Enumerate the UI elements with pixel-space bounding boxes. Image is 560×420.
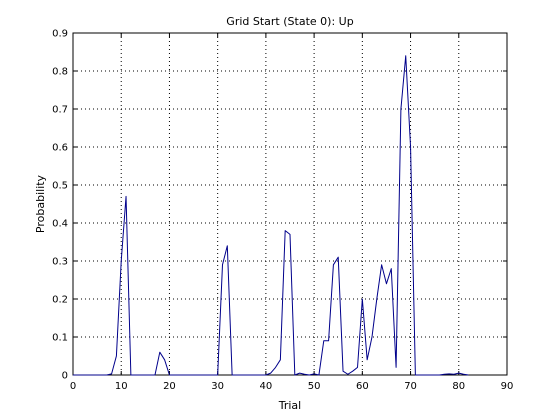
x-tick-label: 30: [211, 381, 224, 392]
y-tick-labels: 0 0.1 0.2 0.3 0.4 0.5 0.6 0.7 0.8 0.9: [52, 29, 68, 382]
y-tick-label: 0.6: [52, 143, 68, 154]
y-tick-label: 0.2: [52, 295, 68, 306]
x-tick-label: 0: [70, 381, 76, 392]
tick-marks: [72, 32, 508, 376]
series-layer: [73, 55, 469, 376]
x-tick-label: 20: [163, 381, 176, 392]
x-tick-label: 50: [308, 381, 321, 392]
x-tick-label: 90: [501, 381, 514, 392]
y-tick-label: 0.1: [52, 333, 68, 344]
y-tick-label: 0.4: [52, 219, 68, 230]
plot-area: [73, 33, 507, 375]
x-tick-label: 40: [260, 381, 273, 392]
y-tick-label: 0.5: [52, 181, 68, 192]
x-tick-labels: 0 10 20 30 40 50 60 70 80 90: [70, 381, 514, 392]
y-tick-label: 0.7: [52, 105, 68, 116]
x-tick-label: 10: [115, 381, 128, 392]
x-axis-label: Trial: [278, 399, 301, 412]
y-tick-label: 0.9: [52, 29, 68, 40]
y-axis-label: Probability: [34, 174, 47, 233]
y-tick-label: 0: [62, 371, 68, 382]
x-tick-label: 80: [452, 381, 465, 392]
chart-title: Grid Start (State 0): Up: [226, 15, 353, 28]
series-line: [73, 55, 469, 376]
x-tick-label: 60: [356, 381, 369, 392]
axes-box: [72, 32, 508, 376]
y-tick-label: 0.8: [52, 67, 68, 78]
x-tick-label: 70: [404, 381, 417, 392]
y-tick-label: 0.3: [52, 257, 68, 268]
grid-lines: [73, 33, 507, 375]
